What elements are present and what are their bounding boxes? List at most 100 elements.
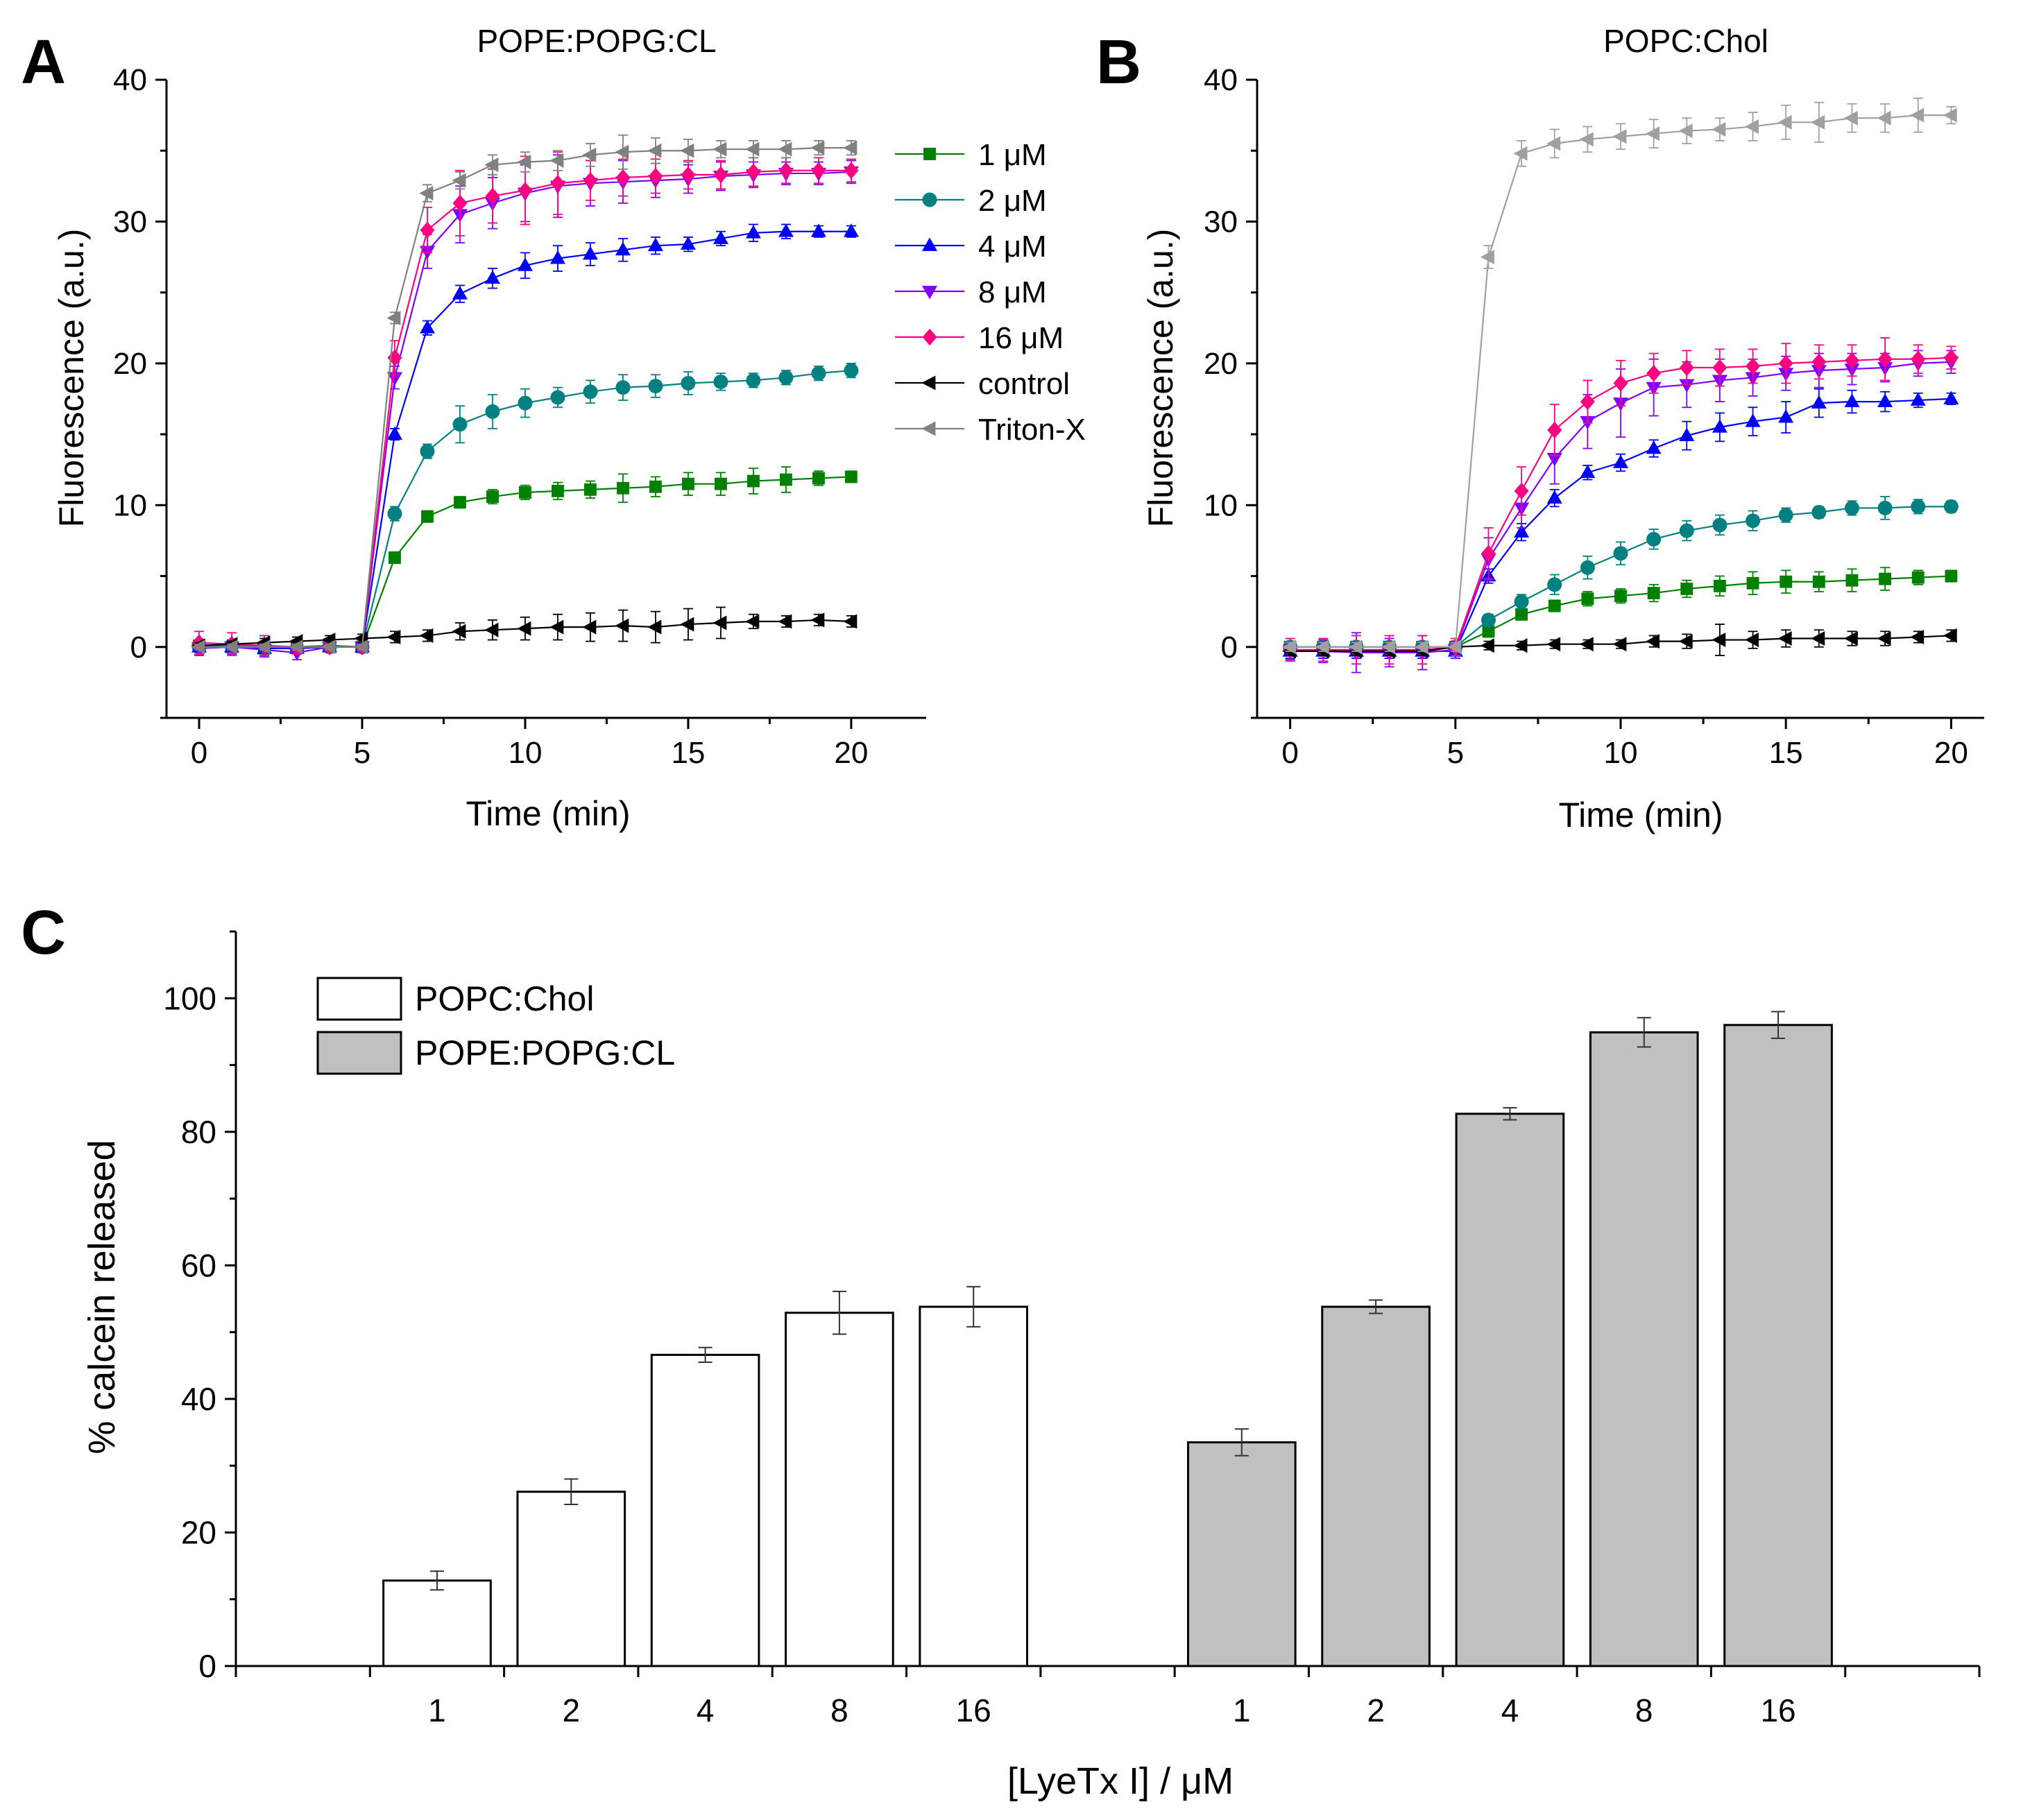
panel-a: A POPE:POPG:CL Fluorescence (a.u.) Time …: [21, 23, 1086, 833]
panel-b-x-tick-label: 20: [1934, 736, 1968, 770]
panel-b-series-2-um-point: [1877, 500, 1893, 515]
panel-b-series-control-point: [1579, 637, 1594, 652]
panel-b-series-16-um-point: [1844, 352, 1859, 369]
panel-b-series-4-um-point: [1844, 393, 1860, 407]
panel-a-series-triton-x-point: [810, 140, 825, 155]
panel-b-series-triton-x-point: [1480, 250, 1494, 265]
panel-a-series-16-um-point: [844, 162, 859, 179]
panel-b-series-2-um-point: [1646, 531, 1662, 547]
panel-b-series-2-um-point: [1580, 560, 1595, 575]
panel-a-series-1-um-point: [747, 474, 760, 488]
panel-a-series-4-um-point: [615, 241, 631, 256]
panel-b-plot: 0 10 20 30 40 0 5 10 15 20: [1204, 63, 1984, 770]
panel-a-series-2-um-point: [746, 372, 761, 388]
panel-a-label: A: [21, 28, 66, 97]
panel-a-series-1-um-point: [649, 480, 662, 493]
panel-b-series-control-point: [1480, 638, 1494, 653]
panel-b-series-1-um-point: [1614, 590, 1627, 603]
panel-b-series-triton-x-point: [1744, 119, 1759, 134]
panel-a-plot: 0 10 20 30 40 0 5 10 15 20: [113, 63, 926, 770]
panel-c-group-popc-chol-category-label: 16: [956, 1692, 991, 1728]
panel-a-series-16-um: [191, 151, 859, 656]
panel-b-series-triton-x-point: [1910, 108, 1925, 123]
panel-a-series-16-um-point: [420, 221, 435, 239]
panel-b-series-2-um-point: [1679, 523, 1694, 538]
panel-b-series-1-um-point: [1746, 576, 1759, 590]
legend-entry-8-um-marker: [921, 286, 938, 300]
panel-a-series-triton-x-point: [256, 639, 271, 655]
panel-a-series-triton-x-point: [778, 141, 792, 157]
panel-a-series-control-point: [745, 614, 760, 629]
panel-a-x-tick-label: 10: [508, 736, 542, 770]
panel-b-series-2-um-point: [1943, 499, 1959, 514]
panel-b-series-triton-x-point: [1877, 110, 1891, 126]
panel-b-series-2-um-point: [1613, 546, 1628, 561]
panel-b-series-16-um-point: [1811, 353, 1827, 370]
panel-a-series-4-um-point: [745, 225, 761, 239]
panel-a-series-4-um-point: [386, 426, 402, 440]
panel-b-series-control-point: [1744, 633, 1759, 648]
panel-b-series-triton-x-point: [1414, 639, 1428, 655]
panel-c-group-popc-chol-bar: [919, 1305, 1029, 1667]
panel-a-series-16-um-point: [452, 194, 468, 212]
panel-b-series-control-point: [1843, 631, 1858, 646]
legend-entry-16-um-marker: [922, 328, 937, 346]
panel-a-series-16-um-point: [485, 187, 500, 205]
panel-b-series-triton-x-point: [1678, 123, 1693, 139]
panel-a-series-4-um-point: [419, 320, 435, 334]
panel-a-series-2-um-point: [583, 384, 598, 400]
legend-entry-control-marker: [921, 375, 936, 390]
panel-a-series-1-um-point: [812, 472, 825, 485]
panel-a-series-1-um-point: [486, 490, 499, 503]
panel-b-series-triton-x-point: [1943, 108, 1957, 123]
panel-b-series-2-um-point: [1481, 612, 1496, 628]
legend-entry-8-um-label: 8 μM: [978, 275, 1047, 309]
panel-a-series-2-um-point: [713, 374, 728, 389]
panel-a-series-control-point: [778, 614, 792, 629]
panel-b-series-control-point: [1513, 638, 1528, 653]
panel-a-series-triton-x-point: [289, 639, 303, 655]
panel-b-series-16-um: [1283, 337, 1959, 665]
panel-b-series-16-um-point: [1943, 349, 1959, 366]
panel-b-label: B: [1096, 28, 1141, 97]
panel-a-series-control-point: [843, 614, 858, 629]
panel-c-group-popc-chol-category-label: 8: [830, 1692, 848, 1728]
panel-b-series-16-um-point: [1778, 354, 1793, 372]
panel-a-series-1-um-point: [389, 551, 401, 564]
panel-b-series-2-um-point: [1547, 577, 1562, 592]
legend-entry-1-um: 1 μM: [895, 138, 1047, 172]
panel-b-series-16-um-point: [1746, 357, 1761, 375]
legend-entry-2-um-marker: [922, 192, 937, 207]
panel-a-series-control-point: [517, 621, 531, 636]
panel-a-series-2-um-point: [420, 444, 435, 459]
panel-a-series-4-um-point: [843, 223, 859, 237]
legend-entry-16-um: 16 μM: [895, 321, 1064, 355]
panel-a-series-triton-x-point: [680, 143, 694, 158]
legend-entry-16-um-label: 16 μM: [978, 321, 1064, 355]
panel-a-series-triton-x-point: [745, 141, 760, 157]
panel-a-series-triton-x-point: [549, 153, 564, 169]
legend-entry-triton-x: Triton-X: [895, 413, 1086, 447]
panel-a-series-control-point: [452, 624, 466, 639]
panel-b-series-triton-x-point: [1712, 122, 1726, 137]
panel-c-label: C: [21, 898, 66, 968]
panel-b-series-16-um-point: [1481, 544, 1496, 562]
panel-a-series-16-um-point: [615, 169, 631, 187]
panel-a-series-4-um-point: [549, 250, 565, 264]
panel-c-group-popc-chol-bar: [382, 1579, 492, 1667]
panel-a-series-control-point: [680, 617, 694, 632]
panel-b-series-control-point: [1678, 634, 1693, 649]
panel-a-series-4-um-point: [680, 236, 696, 250]
panel-a-x-tick-label: 0: [191, 736, 207, 770]
panel-c-group-popc-chol-bar: [516, 1491, 626, 1667]
panel-a-series-triton-x-point: [843, 140, 858, 155]
panel-c-legend: POPC:Chol POPE:POPG:CL: [316, 977, 675, 1075]
panel-b-y-tick-label: 10: [1204, 488, 1238, 522]
panel-b-series-triton-x-point: [1811, 114, 1825, 130]
panel-a-series-2-um-point: [550, 390, 565, 405]
panel-b-series-1-um-point: [1581, 592, 1594, 606]
panel-b-series-control-point: [1943, 628, 1957, 643]
legend-entry-control-label: control: [978, 367, 1070, 401]
panel-a-series-4-um-point: [647, 237, 663, 252]
panel-c-group-popc-chol-bar: [650, 1353, 760, 1667]
